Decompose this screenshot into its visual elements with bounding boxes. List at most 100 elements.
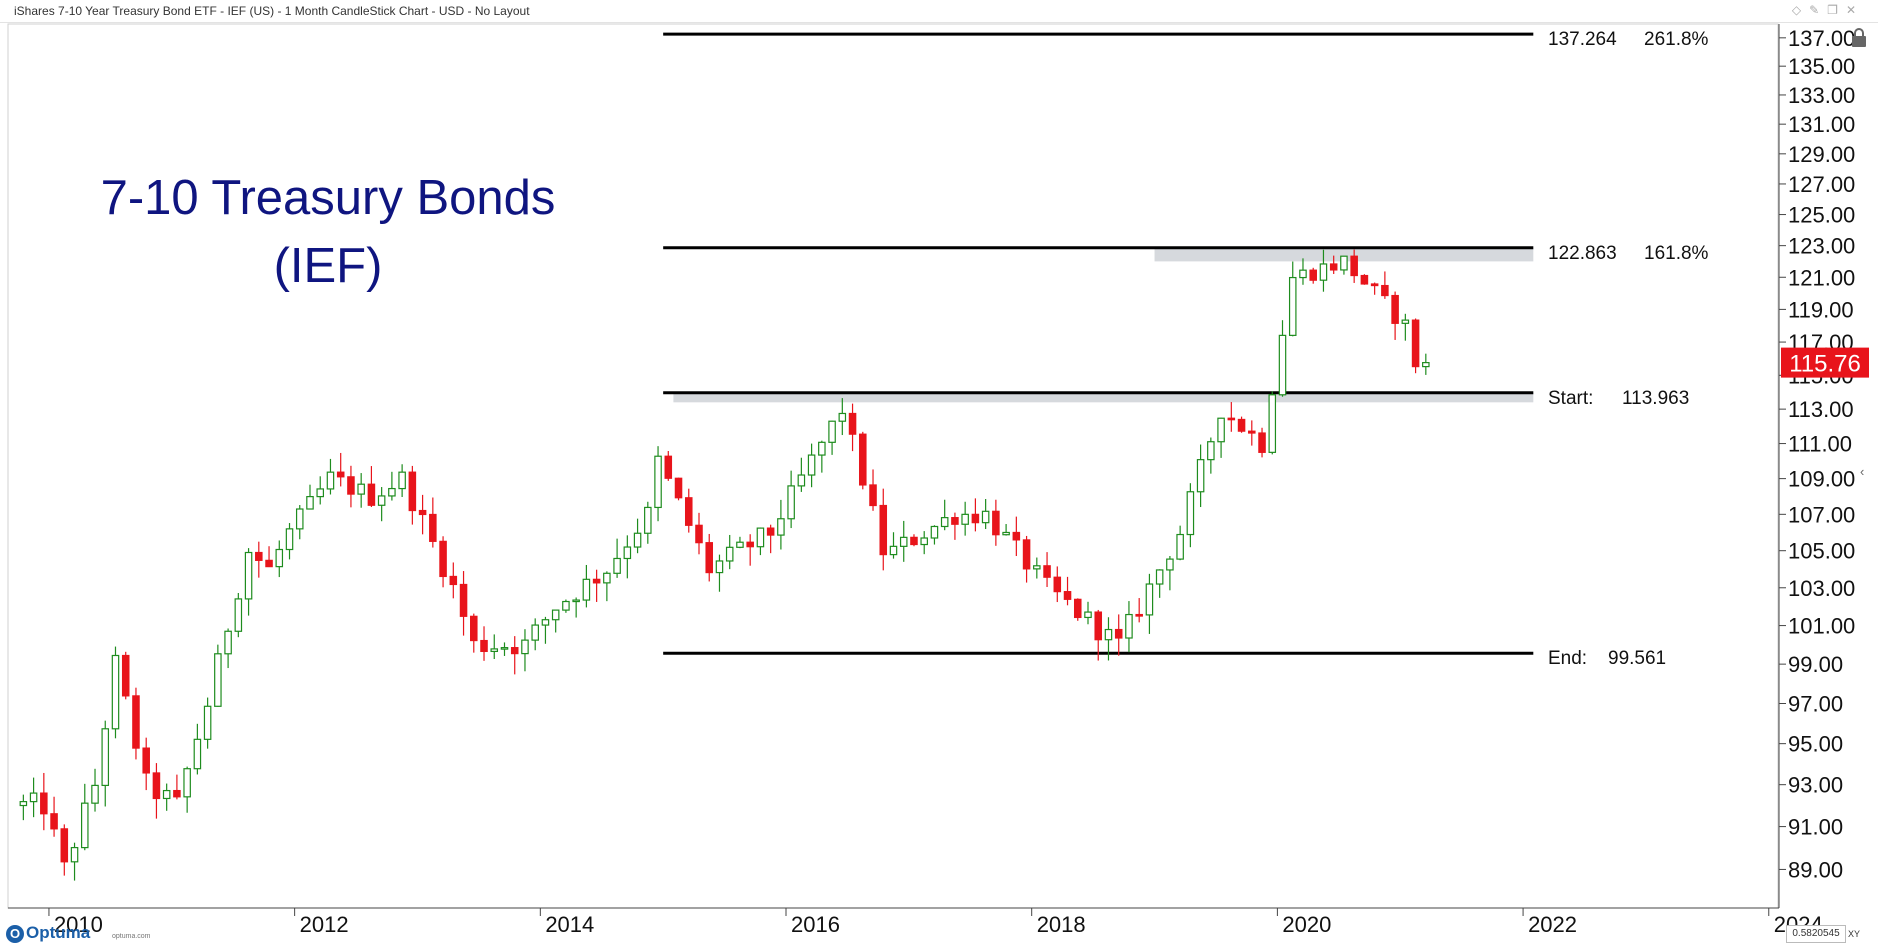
candle-body — [1422, 362, 1430, 368]
candle-body — [470, 615, 478, 642]
candle-body — [1340, 255, 1348, 271]
candle-body — [70, 846, 79, 863]
candle-body — [777, 518, 785, 536]
candle-body — [920, 537, 928, 546]
candle-body — [1299, 269, 1307, 279]
x-tick-label: 2022 — [1528, 912, 1577, 937]
title-annotation[interactable]: 7-10 Treasury Bonds (IEF) — [101, 171, 556, 293]
candle-body — [357, 483, 365, 495]
candle-body — [81, 802, 89, 849]
resistance-zone-1 — [673, 392, 1534, 403]
candle-body — [654, 455, 662, 509]
x-tick-label: 2014 — [545, 912, 594, 937]
candle-body — [664, 455, 673, 479]
candle-body — [1401, 319, 1410, 324]
window-controls[interactable]: ◇✎❐✕ — [1792, 3, 1864, 17]
y-tick-label: 103.00 — [1788, 576, 1855, 601]
candle-body — [162, 789, 171, 800]
candle-body — [787, 485, 795, 520]
brand-name: Optuma — [26, 923, 91, 942]
collapse-arrow-icon[interactable]: ‹ — [1860, 464, 1865, 479]
candle-body — [562, 600, 570, 611]
optuma-logo: O Optuma — [6, 923, 90, 943]
candle-body — [19, 801, 28, 807]
y-tick-label: 111.00 — [1788, 432, 1852, 457]
restore-icon[interactable]: ❐ — [1827, 3, 1846, 17]
fib-end-label: End: — [1548, 648, 1587, 669]
candle-body — [1207, 441, 1215, 461]
x-tick-label: 2018 — [1037, 912, 1086, 937]
candle-body — [1094, 611, 1103, 641]
y-axis[interactable]: 89.00 91.00 93.00 95.00 97.00 99.00 101.00 103.… — [1779, 26, 1855, 883]
pin-icon[interactable]: ◇ — [1791, 3, 1810, 17]
candle-body — [306, 496, 314, 510]
x-tick-label: 2016 — [791, 912, 840, 937]
fib-start-label: Start: — [1548, 388, 1593, 409]
y-tick-label: 99.00 — [1788, 652, 1843, 677]
candle-body — [193, 738, 202, 770]
candle-body — [603, 572, 611, 584]
y-tick-label: 125.00 — [1788, 203, 1855, 228]
candle-body — [623, 546, 632, 560]
candle-body — [736, 541, 744, 548]
candle-body — [459, 583, 468, 617]
y-tick-label: 93.00 — [1788, 773, 1843, 798]
candle-body — [50, 813, 58, 830]
y-tick-label: 109.00 — [1788, 467, 1855, 492]
candle-body — [429, 513, 437, 542]
candle-body — [60, 828, 69, 863]
fib-value-261: 137.264 — [1548, 29, 1617, 50]
candle-body — [1381, 284, 1389, 297]
candle-body — [715, 560, 724, 574]
close-icon[interactable]: ✕ — [1845, 3, 1864, 17]
y-tick-label: 97.00 — [1788, 691, 1843, 716]
candle-body — [173, 789, 181, 798]
x-tick-label: 2020 — [1282, 912, 1331, 937]
fib-start-value: 113.963 — [1622, 388, 1689, 409]
candle-body — [1033, 565, 1041, 570]
candle-body — [439, 540, 447, 578]
xy-mode-label[interactable]: XY — [1848, 929, 1861, 939]
y-tick-label: 127.00 — [1788, 172, 1855, 197]
candle-body — [1196, 459, 1205, 493]
candle-body — [644, 506, 652, 534]
y-tick-label: 137.00 — [1788, 26, 1855, 51]
status-bar: O Optuma optuma.com 0.5820545 XY — [0, 921, 1878, 947]
candle-body — [29, 792, 38, 803]
candle-body — [705, 542, 714, 574]
candle-body — [1268, 394, 1277, 453]
candle-body — [1186, 491, 1195, 536]
candle-body — [1391, 294, 1399, 324]
candle-body — [275, 548, 284, 568]
last-price-box — [1781, 347, 1869, 378]
plot-area[interactable] — [7, 23, 1779, 909]
y-tick-label: 131.00 — [1788, 112, 1855, 137]
fib-end-value: 99.561 — [1608, 648, 1666, 669]
candle-body — [828, 420, 836, 443]
candle-body — [244, 551, 253, 600]
candle-body — [1155, 569, 1164, 585]
candle-body — [695, 524, 703, 544]
candle-body — [91, 784, 99, 804]
candle-body — [961, 513, 969, 525]
cursor-readout[interactable]: 0.5820545 — [1786, 925, 1846, 943]
float-icon[interactable]: ✎ — [1809, 3, 1828, 17]
candle-body — [121, 654, 130, 697]
candle-body — [930, 525, 939, 539]
fib-pct-261: 261.8% — [1644, 29, 1709, 50]
y-tick-label: 101.00 — [1788, 614, 1855, 639]
y-tick-label: 135.00 — [1788, 54, 1855, 79]
candle-body — [132, 695, 140, 749]
candle-body — [951, 517, 959, 525]
candle-body — [285, 528, 294, 551]
candle-body — [1145, 583, 1154, 616]
fib-value-161: 122.863 — [1548, 243, 1617, 264]
candle-body — [684, 497, 693, 526]
candle-body — [101, 728, 110, 787]
candle-body — [234, 598, 243, 632]
lock-icon[interactable] — [1849, 27, 1869, 49]
candle-body — [377, 495, 386, 506]
candle-body — [336, 471, 345, 478]
candle-body — [521, 639, 529, 655]
